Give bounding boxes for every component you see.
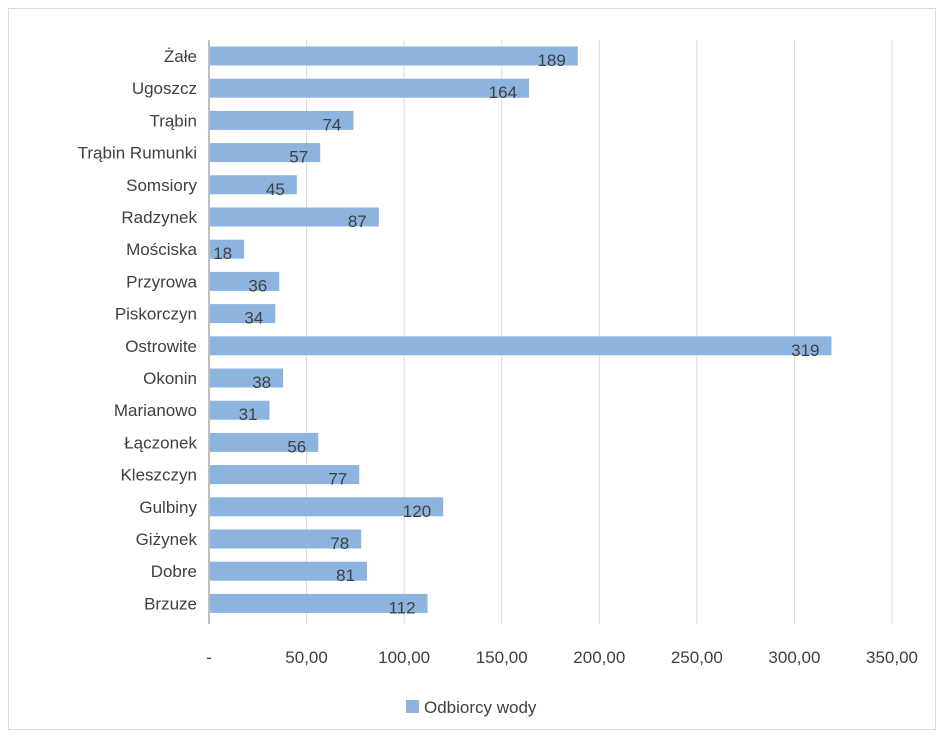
category-label: Radzynek [121,208,197,227]
category-label: Trąbin Rumunki [78,144,197,163]
category-label: Ostrowite [125,337,197,356]
data-label: 112 [388,598,415,617]
category-label: Mościska [126,240,197,259]
bar-11 [209,400,270,420]
data-label: 57 [289,148,308,167]
category-label: Dobre [151,562,197,581]
category-label: Łączonek [124,433,197,452]
category-label: Żałe [164,47,197,66]
x-tick-label: 150,00 [476,648,528,667]
x-tick-label: 250,00 [671,648,723,667]
x-tick-label: 350,00 [866,648,918,667]
data-label: 56 [287,437,306,456]
x-tick-label: 100,00 [378,648,430,667]
data-label: 78 [330,534,349,553]
data-label: 81 [336,566,355,585]
data-label: 34 [244,309,263,328]
bar-16 [209,561,368,581]
category-label: Ugoszcz [132,79,197,98]
bar-9 [209,336,832,356]
bar-5 [209,207,379,227]
data-label: 319 [791,341,819,360]
data-label: 36 [248,276,267,295]
chart-frame [8,8,936,730]
bar-7 [209,271,280,291]
category-label: Gulbiny [139,498,197,517]
category-label: Marianowo [114,401,197,420]
legend-swatch [406,700,419,713]
legend-label: Odbiorcy wody [424,698,537,717]
bar-12 [209,432,319,452]
bar-14 [209,497,444,517]
bar-6 [209,239,245,259]
x-tick-label: 50,00 [285,648,328,667]
bar-8 [209,304,276,324]
category-label: Okonin [143,369,197,388]
data-label: 74 [322,115,341,134]
bar-10 [209,368,284,388]
bar-13 [209,465,360,485]
bar-4 [209,175,297,195]
data-label: 77 [328,470,347,489]
x-tick-label: 200,00 [573,648,625,667]
category-label: Giżynek [136,530,198,549]
data-label: 189 [537,51,565,70]
x-tick-label: - [206,648,212,667]
bar-0 [209,46,578,66]
bar-1 [209,78,530,98]
category-label: Trąbin [149,111,197,130]
category-label: Brzuze [144,594,197,613]
category-label: Przyrowa [126,272,197,291]
data-label: 31 [239,405,258,424]
category-label: Piskorczyn [115,305,197,324]
bar-17 [209,593,428,613]
category-label: Somsiory [126,176,197,195]
bar-15 [209,529,362,549]
x-tick-label: 300,00 [768,648,820,667]
bar-3 [209,143,321,163]
bar-2 [209,110,354,130]
data-label: 18 [213,244,232,263]
category-label: Kleszczyn [120,466,197,485]
data-label: 38 [252,373,271,392]
data-label: 87 [348,212,367,231]
data-label: 120 [403,502,431,521]
data-label: 164 [489,83,517,102]
data-label: 45 [266,180,285,199]
